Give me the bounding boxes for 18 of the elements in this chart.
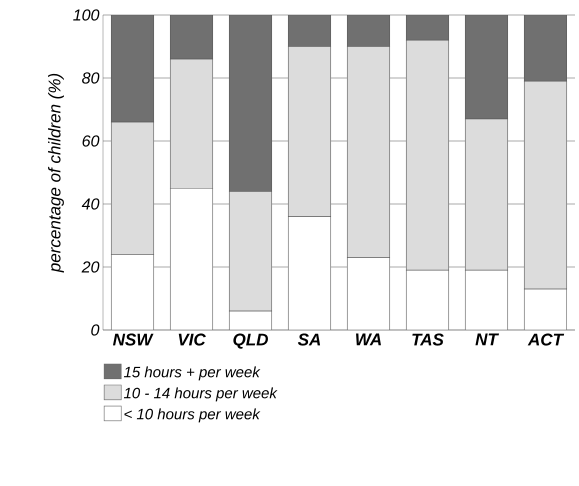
y-tick-label: 60 [82,135,100,147]
x-tick-label: NSW [112,334,154,346]
x-tick-label: ACT [528,334,564,346]
y-tick-label: 40 [82,198,100,210]
y-tick-label: 80 [82,72,100,84]
x-tick-label: SA [298,334,320,346]
x-tick-label: QLD [233,334,268,349]
x-tick-label: NT [475,334,500,346]
legend-label: < 10 hours per week [124,408,260,422]
y-tick-label: 100 [73,9,100,21]
y-axis-title: percentage of children (%) [48,74,64,273]
legend-label: 15 hours + per week [124,366,260,380]
legend-label: 10 - 14 hours per week [124,387,278,402]
x-tick-label: WA [356,334,381,346]
x-tick-label: TAS [412,334,444,346]
y-tick-label: 0 [91,324,100,336]
y-tick-label: 20 [82,261,100,273]
x-tick-label: VIC [178,334,206,346]
